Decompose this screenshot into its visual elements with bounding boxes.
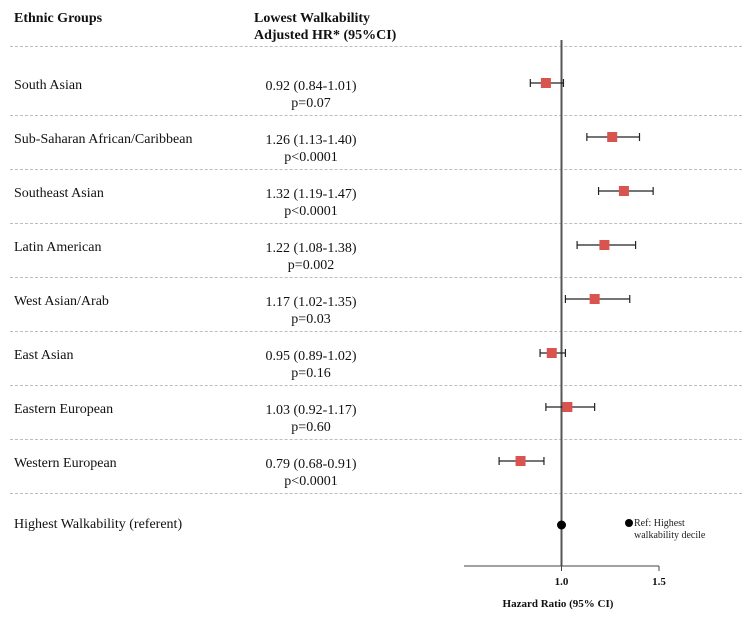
row-p-value-text: p=0.16 (291, 366, 331, 381)
reference-note-line1: Ref: Highest (634, 518, 685, 529)
reference-note-line2: walkability decile (634, 530, 706, 541)
estimate-marker (607, 132, 618, 142)
row-estimate: 1.22 (1.08-1.38) p=0.002 (226, 240, 396, 274)
row-separator (10, 385, 742, 386)
row-p-value-text: p<0.0001 (284, 474, 338, 489)
row-p-value-text: p=0.07 (291, 96, 331, 111)
row-separator (10, 493, 742, 494)
reference-row-label: Highest Walkability (referent) (14, 517, 183, 532)
row-hr-ci-text: 1.17 (1.02-1.35) (265, 295, 357, 310)
row-estimate: 1.32 (1.19-1.47) p<0.0001 (226, 186, 396, 220)
estimate-marker (515, 456, 526, 466)
estimate-marker (589, 294, 600, 304)
estimate-marker (599, 240, 610, 250)
row-estimate: 1.03 (0.92-1.17) p=0.60 (226, 402, 396, 436)
row-estimate: 0.95 (0.89-1.02) p=0.16 (226, 348, 396, 382)
row-group-label: East Asian (14, 348, 74, 363)
row-group-label: Southeast Asian (14, 186, 104, 201)
row-separator (10, 331, 742, 332)
estimate-marker (618, 186, 629, 196)
row-separator (10, 277, 742, 278)
x-axis-title: Hazard Ratio (95% CI) (502, 598, 614, 610)
row-separator (10, 115, 742, 116)
row-group-label: South Asian (14, 78, 83, 93)
row-group-label: West Asian/Arab (14, 294, 109, 309)
row-estimate: 1.17 (1.02-1.35) p=0.03 (226, 294, 396, 328)
column-header-hr-line2: Adjusted HR* (95%CI) (254, 28, 397, 43)
reference-legend-dot (625, 519, 633, 527)
row-separator (10, 169, 742, 170)
row-estimate: 0.79 (0.68-0.91) p<0.0001 (226, 456, 396, 490)
row-p-value-text: p=0.60 (291, 420, 331, 435)
column-header-hazard-ratio: Lowest Walkability Adjusted HR* (95%CI) (254, 10, 396, 44)
row-group-label: Latin American (14, 240, 102, 255)
row-separator (10, 439, 742, 440)
row-group-label: Western European (14, 456, 117, 471)
row-p-value-text: p<0.0001 (284, 204, 338, 219)
column-header-hr-line1: Lowest Walkability (254, 11, 371, 26)
row-p-value-text: p=0.03 (291, 312, 331, 327)
estimate-marker (546, 348, 557, 358)
column-header-ethnic-groups: Ethnic Groups (14, 11, 103, 26)
row-estimate: 1.26 (1.13-1.40) p<0.0001 (226, 132, 396, 166)
x-tick-label: 1.0 (555, 576, 569, 588)
row-hr-ci-text: 1.22 (1.08-1.38) (265, 241, 357, 256)
estimate-marker (540, 78, 551, 88)
row-p-value-text: p<0.0001 (284, 150, 338, 165)
row-p-value-text: p=0.002 (287, 258, 335, 273)
row-group-label: Sub-Saharan African/Caribbean (14, 132, 193, 147)
row-hr-ci-text: 1.03 (0.92-1.17) (265, 403, 357, 418)
estimate-marker (562, 402, 573, 412)
row-hr-ci-text: 0.95 (0.89-1.02) (265, 349, 357, 364)
row-hr-ci-text: 1.32 (1.19-1.47) (265, 187, 357, 202)
row-separator (10, 223, 742, 224)
row-hr-ci-text: 0.92 (0.84-1.01) (265, 79, 357, 94)
reference-legend-note: Ref: Highest walkability decile (634, 518, 705, 542)
reference-point (557, 520, 566, 530)
row-group-label: Eastern European (14, 402, 114, 417)
row-estimate: 0.92 (0.84-1.01) p=0.07 (226, 78, 396, 112)
row-hr-ci-text: 1.26 (1.13-1.40) (265, 133, 357, 148)
row-separator (10, 46, 742, 47)
row-hr-ci-text: 0.79 (0.68-0.91) (265, 457, 357, 472)
x-tick-label: 1.5 (652, 576, 666, 588)
